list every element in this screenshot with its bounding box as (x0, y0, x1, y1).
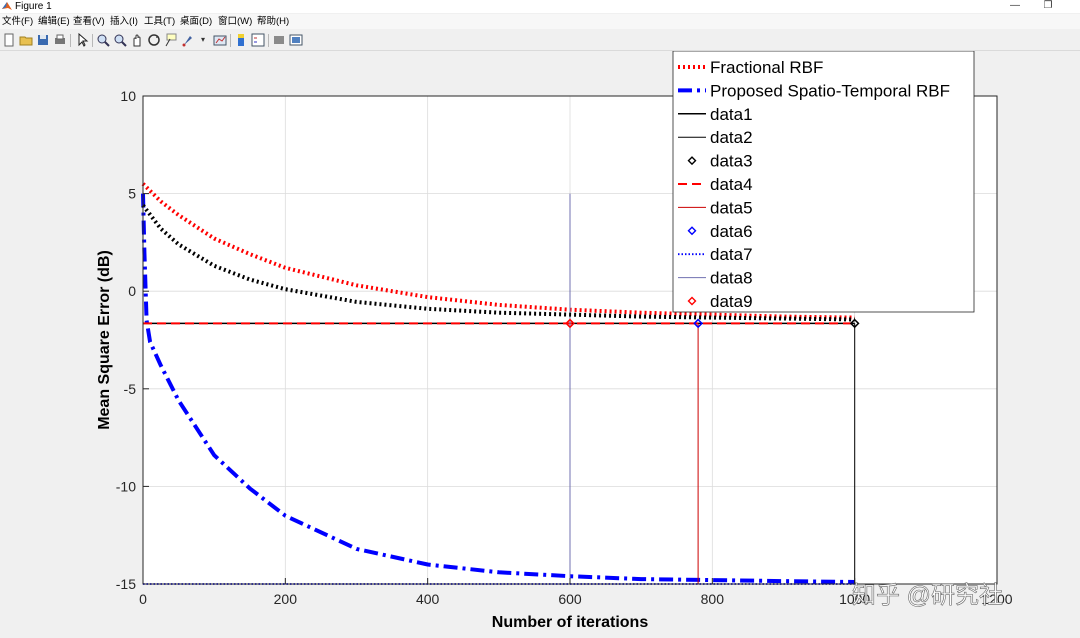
series-fractional-rbf (141, 182, 855, 320)
x-tick-label: 0 (139, 591, 147, 607)
restore-button[interactable]: ❐ (1043, 0, 1053, 11)
save-icon[interactable] (36, 33, 50, 47)
y-tick-label: -10 (116, 478, 136, 494)
y-axis-label: Mean Square Error (dB) (96, 250, 113, 430)
legend-label-data8: data8 (710, 269, 753, 288)
series-data9-marker (565, 318, 575, 329)
colorbar-icon[interactable] (234, 33, 248, 47)
brush-icon[interactable] (181, 33, 195, 47)
legend-icon[interactable] (251, 33, 265, 47)
menu-view[interactable]: 查看(V) (73, 16, 105, 27)
print-icon[interactable] (53, 33, 67, 47)
legend-label-data5: data5 (710, 198, 753, 217)
x-tick-label: 600 (558, 591, 582, 607)
y-tick-label: 10 (120, 88, 136, 104)
data-cursor-icon[interactable] (164, 33, 178, 47)
pan-icon[interactable] (130, 33, 144, 47)
title-bar: Figure 1 — ❐ (0, 0, 1080, 13)
brush-dropdown-icon[interactable]: ▾ (200, 35, 205, 44)
legend-label-fractional-rbf: Fractional RBF (710, 58, 823, 77)
plot-lines[interactable] (141, 182, 860, 585)
legend-label-data2: data2 (710, 128, 753, 147)
legend-label-data4: data4 (710, 175, 753, 194)
menu-window[interactable]: 窗口(W) (218, 16, 253, 27)
legend-label-data9: data9 (710, 292, 753, 311)
y-tick-label: -15 (116, 576, 136, 592)
figure-canvas: 0 200 400 600 800 1000 1200 -15 -10 -5 0 5 10 Number… (96, 51, 1013, 631)
menu-bar: 文件(F) 编辑(E) 查看(V) 插入(I) 工具(T) 桌面(D) 窗口(W… (0, 14, 1080, 29)
toolbar-separator (70, 34, 71, 47)
zoom-in-icon[interactable] (96, 33, 110, 47)
toolbar-separator (230, 34, 231, 47)
link-plot-icon[interactable] (213, 33, 227, 47)
window-title: Figure 1 (15, 1, 52, 12)
zoom-out-icon[interactable] (113, 33, 127, 47)
series-proposed-spatio-temporal-rbf (141, 193, 855, 584)
x-tick-label: 800 (701, 591, 725, 607)
series-data6-marker (693, 318, 703, 329)
toolbar-separator (268, 34, 269, 47)
watermark: 知乎 @研究社 (852, 582, 1003, 609)
hide-plot-tools-icon[interactable] (272, 33, 286, 47)
legend-label-data3: data3 (710, 152, 753, 171)
y-tick-label: -5 (124, 381, 137, 397)
show-plot-tools-icon[interactable] (289, 33, 303, 47)
menu-file[interactable]: 文件(F) (2, 16, 34, 27)
menu-desktop[interactable]: 桌面(D) (180, 16, 213, 27)
new-figure-icon[interactable] (2, 33, 16, 47)
matlab-logo-icon (2, 2, 12, 10)
x-tick-label: 1200 (981, 591, 1012, 607)
rotate-3d-icon[interactable] (147, 33, 161, 47)
menu-tools[interactable]: 工具(T) (144, 16, 176, 27)
series-data3-marker (849, 318, 860, 329)
legend-label-proposed-spatio-temporal-rbf: Proposed Spatio-Temporal RBF (710, 81, 950, 100)
x-tick-label: 1000 (839, 591, 870, 607)
legend-marker-data6 (687, 226, 697, 236)
menu-edit[interactable]: 编辑(E) (38, 16, 70, 27)
legend-box (672, 51, 975, 313)
menu-insert[interactable]: 插入(I) (110, 16, 138, 27)
x-tick-label: 200 (274, 591, 298, 607)
legend-marker-data3 (687, 156, 697, 166)
minimize-button[interactable]: — (1010, 0, 1020, 11)
open-file-icon[interactable] (19, 33, 33, 47)
y-tick-label: 5 (128, 186, 136, 202)
legend[interactable]: Fractional RBF Proposed Spatio-Temporal R… (672, 51, 975, 313)
toolbar-separator (92, 34, 93, 47)
y-tick-label: 0 (128, 283, 136, 299)
series-unlabeled-11 (141, 204, 855, 322)
legend-label-data7: data7 (710, 245, 753, 264)
axis-ticks: 0 200 400 600 800 1000 1200 -15 -10 -5 0 5 10 (116, 88, 1013, 607)
menu-help[interactable]: 帮助(H) (257, 16, 290, 27)
x-axis-label: Number of iterations (492, 614, 649, 631)
legend-label-data1: data1 (710, 105, 753, 124)
toolbar: ▾ (0, 30, 1080, 51)
x-tick-label: 400 (416, 591, 440, 607)
pointer-icon[interactable] (75, 32, 89, 47)
legend-marker-data9 (687, 296, 697, 306)
legend-label-data6: data6 (710, 222, 753, 241)
